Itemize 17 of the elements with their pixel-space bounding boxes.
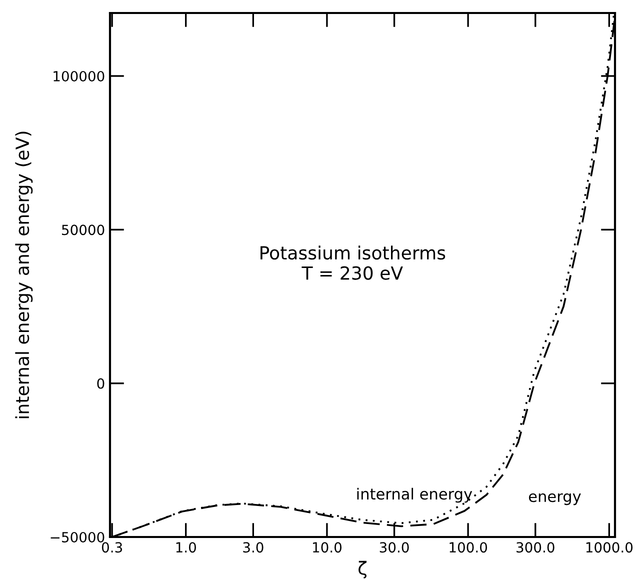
series-label: internal energy [357, 488, 472, 503]
x-tick-label: 1.0 [176, 542, 196, 553]
x-tick-label: 1000.0 [586, 542, 633, 553]
y-tick-label: 50000 [62, 224, 104, 236]
x-tick-label: 30.0 [380, 542, 409, 553]
x-tick-label: 3.0 [243, 542, 264, 553]
x-tick-label: 300.0 [516, 542, 554, 553]
x-tick-label: 0.3 [102, 542, 122, 553]
y-axis-title: internal energy and energy (eV) [15, 132, 33, 418]
x-tick-label: 10.0 [313, 542, 342, 553]
x-axis-title: ζ [358, 560, 367, 578]
x-tick-label: 100.0 [450, 542, 488, 553]
y-tick-label: 0 [97, 378, 104, 389]
y-tick-label: 100000 [54, 70, 104, 82]
text: energy [528, 493, 581, 506]
y-tick-label: −50000 [50, 532, 104, 542]
annotation: Potassium isotherms T = 230 eV [260, 246, 446, 280]
